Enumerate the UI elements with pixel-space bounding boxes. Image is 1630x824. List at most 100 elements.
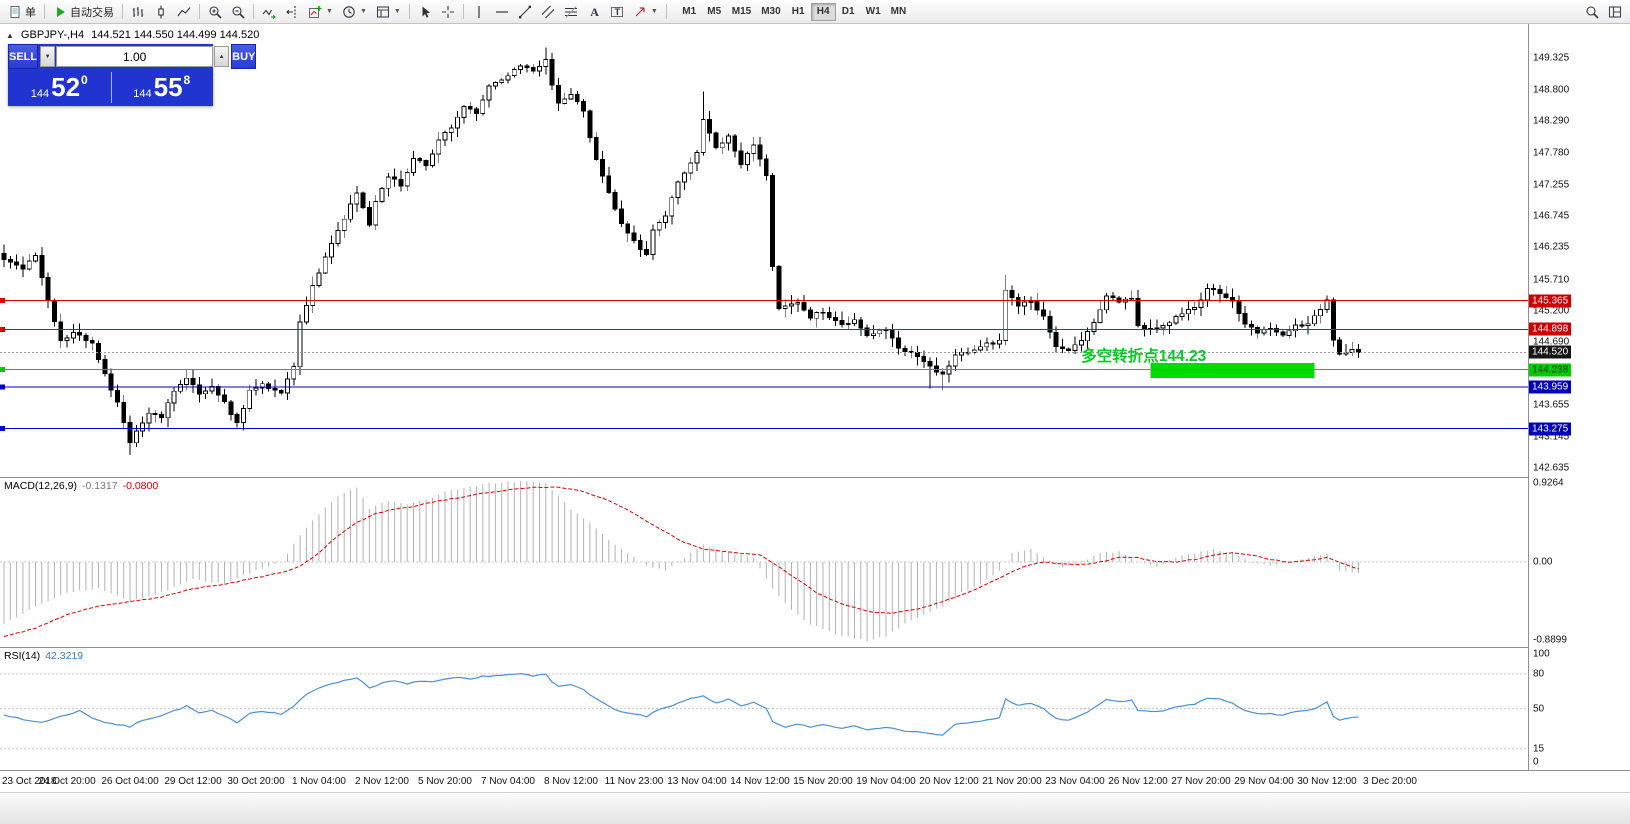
buy-price-prefix: 144 — [133, 88, 152, 100]
macd-signal-value: -0.0800 — [122, 480, 159, 492]
templates-button[interactable]: ▼ — [372, 2, 405, 22]
time-axis-label: 2 Nov 12:00 — [355, 776, 409, 787]
zoom-in-button[interactable] — [204, 2, 226, 22]
bar-chart-icon — [132, 6, 144, 17]
time-axis-label: 14 Nov 12:00 — [730, 776, 790, 787]
volume-decrease-button[interactable]: ▼ — [40, 46, 56, 67]
periods-button[interactable]: ▼ — [338, 2, 371, 22]
trendline-icon — [518, 5, 531, 18]
macd-panel-canvas[interactable] — [0, 477, 1528, 647]
timeframe-button-m5[interactable]: M5 — [707, 6, 722, 17]
crosshair-button[interactable] — [437, 2, 459, 22]
new-order-button[interactable]: 单 — [4, 2, 40, 22]
time-axis-label: 1 Nov 04:00 — [292, 776, 346, 787]
volume-input[interactable] — [56, 46, 214, 67]
toolbar-separator — [44, 4, 45, 19]
svg-text:A: A — [590, 5, 599, 19]
dropdown-caret-icon: ▼ — [393, 8, 401, 15]
bar-chart-type-button[interactable] — [127, 2, 149, 22]
macd-name: MACD(12,26,9) — [4, 480, 77, 492]
channel-tool-button[interactable] — [537, 2, 559, 22]
volume-control: ▼ ▲ — [38, 44, 231, 69]
buy-price-big: 55 — [153, 72, 183, 102]
ohlc-values: 144.521 144.550 144.499 144.520 — [91, 29, 260, 41]
text-tool-button[interactable]: A — [583, 2, 605, 22]
axis-tick-label: 50 — [1533, 703, 1545, 714]
price-axis[interactable]: 149.325 148.800 148.290 147.780 147.255 146.7… — [1529, 24, 1630, 792]
rsi-panel-canvas[interactable] — [0, 647, 1528, 770]
horizontal-line-tool-button[interactable] — [491, 2, 513, 22]
axis-tick-label: 149.325 — [1533, 52, 1570, 64]
panel-separator[interactable] — [0, 647, 1630, 648]
axis-tick-label: 145.200 — [1533, 305, 1570, 317]
time-axis-label: 26 Oct 04:00 — [101, 776, 159, 787]
timeframe-button-m30[interactable]: M30 — [761, 6, 781, 17]
buy-price-display[interactable]: 144 55 8 — [111, 69, 214, 106]
axis-tick-label: 148.800 — [1533, 84, 1570, 96]
candlestick-chart-type-button[interactable] — [150, 2, 172, 22]
zoom-out-button[interactable] — [227, 2, 249, 22]
chart-window[interactable]: 多空转折点144.23 149.325 148.800 148.290 147.780… — [0, 24, 1630, 824]
price-line-badge: 144.520 — [1529, 345, 1572, 359]
axis-tick-label: 146.235 — [1533, 241, 1570, 253]
new-order-icon — [10, 5, 20, 18]
vertical-line-tool-button[interactable] — [468, 2, 490, 22]
timeframe-button-mn[interactable]: MN — [890, 6, 907, 17]
price-chart-canvas[interactable]: 多空转折点144.23 — [0, 24, 1528, 477]
line-chart-type-button[interactable] — [173, 2, 195, 22]
timeframe-button-h4[interactable]: H4 — [810, 2, 836, 21]
price-line-badge: 144.238 — [1529, 363, 1572, 377]
axis-tick-label: -0.8899 — [1533, 634, 1567, 646]
price-divider — [110, 72, 112, 103]
cursor-arrow-icon — [422, 6, 430, 18]
chart-shift-button[interactable] — [281, 2, 303, 22]
cursor-button[interactable] — [414, 2, 436, 22]
indicators-button[interactable]: ▼ — [304, 2, 337, 22]
dropdown-caret-icon: ▼ — [650, 8, 658, 15]
timeframe-button-m15[interactable]: M15 — [731, 6, 752, 17]
timeframe-button-h1[interactable]: H1 — [791, 6, 805, 17]
timeframe-button-m1[interactable]: M1 — [682, 6, 697, 17]
autotrading-button[interactable]: 自动交易 — [49, 2, 118, 22]
timeframe-button-w1[interactable]: W1 — [865, 6, 881, 17]
time-axis-label: 29 Oct 12:00 — [164, 776, 222, 787]
fibonacci-tool-button[interactable] — [560, 2, 582, 22]
text-label-icon: T — [610, 6, 623, 17]
toolbar-separator — [199, 4, 200, 19]
volume-increase-button[interactable]: ▲ — [214, 46, 230, 67]
time-axis-label: 19 Nov 04:00 — [856, 776, 916, 787]
window-layout-button[interactable] — [1604, 2, 1626, 22]
macd-indicator-label: MACD(12,26,9) -0.1317 -0.0800 — [4, 480, 158, 492]
window-layout-icon — [1608, 5, 1622, 18]
time-axis[interactable]: 23 Oct 2018 24 Oct 20:00 26 Oct 04:00 29 Oc… — [0, 770, 1630, 792]
panel-separator[interactable] — [0, 477, 1630, 478]
fibonacci-icon — [564, 5, 577, 18]
time-axis-label: 27 Nov 20:00 — [1171, 776, 1231, 787]
axis-tick-label: 143.145 — [1533, 431, 1570, 443]
axis-tick-label: 148.290 — [1533, 115, 1570, 127]
time-axis-label: 8 Nov 12:00 — [544, 776, 598, 787]
auto-scroll-icon — [262, 9, 276, 19]
autotrading-label: 自动交易 — [70, 6, 114, 19]
buy-button[interactable]: BUY — [231, 44, 257, 69]
trendline-tool-button[interactable] — [514, 2, 536, 22]
text-label-tool-button[interactable]: T — [606, 2, 628, 22]
crosshair-icon — [441, 5, 454, 18]
time-axis-label: 7 Nov 04:00 — [481, 776, 535, 787]
shapes-tool-button[interactable]: ▼ — [629, 2, 662, 22]
sell-button[interactable]: SELL — [8, 44, 39, 69]
collapse-panel-arrow[interactable]: ▲ — [6, 30, 14, 40]
axis-tick-label: 146.745 — [1533, 210, 1570, 222]
axis-tick-label: 144.690 — [1533, 336, 1570, 348]
search-button[interactable] — [1581, 2, 1603, 22]
auto-scroll-button[interactable] — [258, 2, 280, 22]
timeframe-button-d1[interactable]: D1 — [841, 6, 855, 17]
rsi-value: 42.3219 — [45, 650, 84, 662]
channel-icon — [541, 5, 555, 18]
price-line-badge: 144.898 — [1529, 322, 1572, 336]
sell-price-display[interactable]: 144 52 0 — [8, 69, 111, 106]
time-axis-label: 24 Oct 20:00 — [38, 776, 96, 787]
axis-tick-label: 0 — [1533, 756, 1539, 768]
time-axis-label: 5 Nov 20:00 — [418, 776, 472, 787]
